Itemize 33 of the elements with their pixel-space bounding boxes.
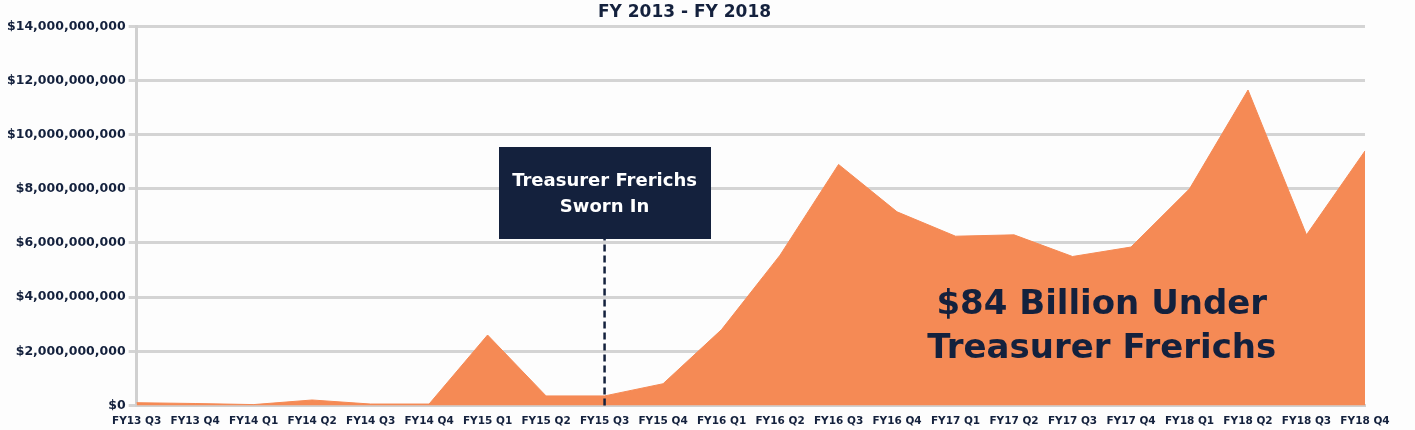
x-tick-label: FY14 Q2 bbox=[287, 414, 337, 427]
x-tick-label: FY15 Q2 bbox=[521, 414, 571, 427]
x-tick-label: FY17 Q2 bbox=[989, 414, 1039, 427]
chart-title: FY 2013 - FY 2018 bbox=[597, 0, 772, 21]
x-tick-label: FY15 Q4 bbox=[638, 414, 688, 427]
x-tick-label: FY16 Q2 bbox=[755, 414, 805, 427]
x-tick-label: FY13 Q3 bbox=[111, 414, 162, 427]
x-tick-label: FY17 Q4 bbox=[1106, 414, 1156, 427]
y-tick-label: $8,000,000,000 bbox=[15, 180, 126, 196]
y-tick-label: $12,000,000,000 bbox=[6, 71, 126, 87]
y-tick-label: $0 bbox=[108, 396, 126, 412]
x-tick-label: FY18 Q3 bbox=[1281, 414, 1332, 427]
x-tick-label: FY13 Q4 bbox=[170, 414, 220, 427]
x-tick-label: FY18 Q1 bbox=[1164, 414, 1215, 427]
x-tick-label: FY16 Q4 bbox=[872, 414, 922, 427]
x-tick-label: FY16 Q3 bbox=[813, 414, 864, 427]
callout-box: Treasurer Frerichs Sworn In bbox=[498, 146, 711, 239]
y-tick-label: $4,000,000,000 bbox=[15, 288, 126, 304]
y-tick-label: $14,000,000,000 bbox=[6, 17, 126, 33]
x-tick-label: FY17 Q1 bbox=[930, 414, 981, 427]
y-tick-label: $10,000,000,000 bbox=[6, 125, 126, 141]
x-tick-label: FY18 Q2 bbox=[1223, 414, 1273, 427]
x-tick-label: FY15 Q1 bbox=[462, 414, 513, 427]
y-tick-label: $2,000,000,000 bbox=[15, 342, 126, 358]
x-tick-label: FY17 Q3 bbox=[1047, 414, 1098, 427]
x-tick-label: FY14 Q1 bbox=[228, 414, 279, 427]
x-tick-label: FY16 Q1 bbox=[696, 414, 747, 427]
y-tick-label: $6,000,000,000 bbox=[15, 234, 126, 250]
x-tick-label: FY14 Q3 bbox=[345, 414, 396, 427]
x-tick-label: FY15 Q3 bbox=[579, 414, 630, 427]
annotation: $84 Billion Under Treasurer Frerichs bbox=[927, 281, 1277, 366]
x-tick-label: FY14 Q4 bbox=[404, 414, 454, 427]
x-tick-label: FY18 Q4 bbox=[1340, 414, 1390, 427]
